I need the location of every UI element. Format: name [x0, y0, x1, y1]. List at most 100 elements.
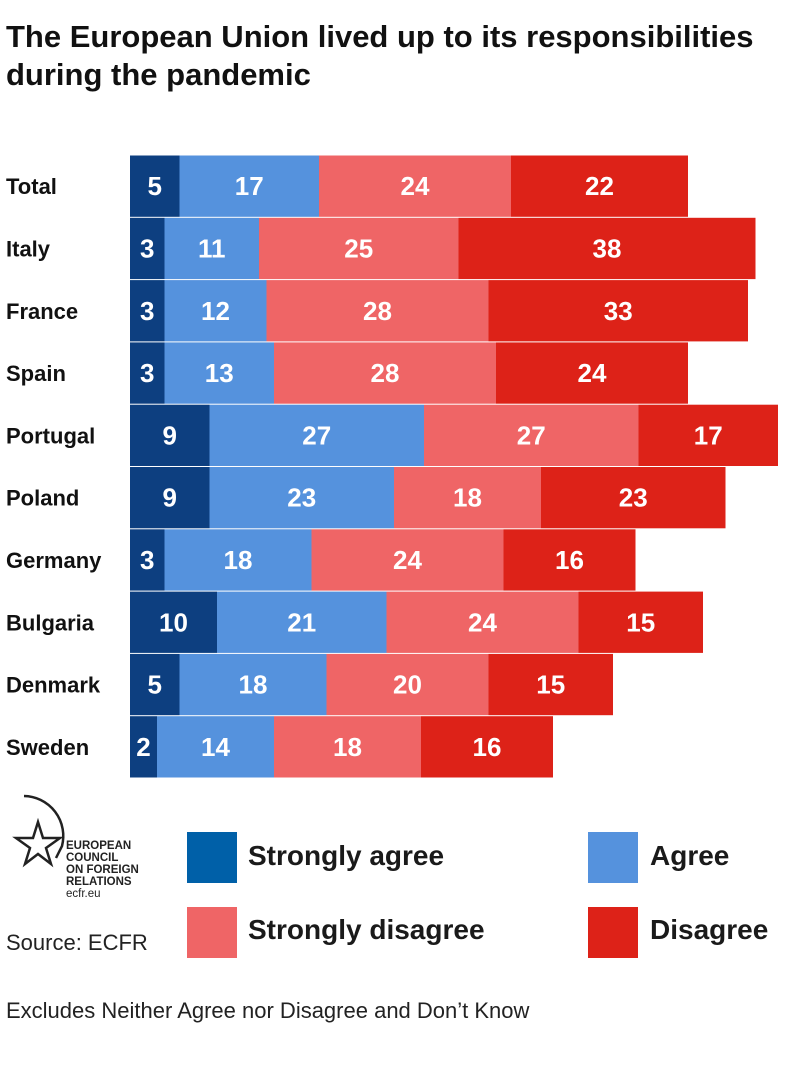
data-label: 18 [239, 670, 268, 700]
category-label: Bulgaria [6, 610, 95, 635]
category-label: Portugal [6, 423, 95, 448]
data-label: 38 [593, 233, 622, 263]
category-label: Poland [6, 486, 79, 511]
bar-strongly-agree [130, 467, 210, 529]
bar-strongly-disagree [311, 529, 504, 591]
category-label: Italy [6, 236, 51, 261]
bar-strongly-disagree [259, 217, 459, 280]
bar-agree [157, 716, 274, 778]
bar-disagree [496, 342, 688, 404]
bar-strongly-disagree [394, 467, 541, 529]
bar-disagree [488, 653, 613, 716]
data-label: 33 [604, 296, 633, 326]
data-label: 15 [536, 670, 565, 700]
data-label: 24 [468, 607, 497, 637]
data-label: 16 [555, 545, 584, 575]
bar-agree [209, 467, 394, 529]
data-label: 24 [401, 171, 430, 201]
bar-disagree [488, 280, 748, 342]
data-label: 9 [163, 483, 177, 513]
data-label: 25 [344, 233, 373, 263]
data-label: 2 [136, 732, 150, 762]
bar-disagree [541, 467, 726, 529]
category-label: Germany [6, 548, 102, 573]
bar-strongly-agree [130, 404, 210, 466]
bar-agree [164, 529, 312, 591]
data-label: 20 [393, 670, 422, 700]
data-label: 28 [363, 296, 392, 326]
data-label: 13 [205, 358, 234, 388]
bar-strongly-disagree [266, 280, 489, 342]
data-label: 12 [201, 296, 230, 326]
bar-strongly-disagree [319, 155, 511, 217]
bar-disagree [578, 591, 703, 653]
data-label: 27 [517, 420, 546, 450]
data-label: 11 [198, 233, 226, 263]
data-label: 3 [140, 545, 154, 575]
logo-line: ON FOREIGN [66, 864, 139, 876]
bar-strongly-agree [130, 529, 165, 591]
data-label: 15 [626, 607, 655, 637]
category-label: Sweden [6, 735, 89, 760]
bar-agree [164, 342, 274, 404]
bar-strongly-disagree [274, 342, 496, 404]
bar-disagree [503, 529, 636, 591]
bar-strongly-agree [130, 342, 165, 404]
data-label: 14 [201, 732, 230, 762]
bar-agree [164, 217, 259, 280]
bar-agree [179, 653, 327, 716]
bar-agree [217, 591, 387, 653]
data-label: 10 [159, 607, 188, 637]
data-label: 24 [393, 545, 422, 575]
legend-label-strongly-agree: Strongly agree [248, 840, 445, 871]
category-label: Spain [6, 361, 66, 386]
category-label: Total [6, 174, 57, 199]
chart-title: The European Union lived up to its respo… [6, 18, 786, 94]
data-label: 3 [140, 233, 154, 263]
bar-strongly-agree [130, 716, 157, 778]
data-label: 9 [163, 420, 177, 450]
bar-strongly-agree [130, 591, 217, 653]
bar-strongly-agree [130, 280, 165, 342]
data-label: 27 [302, 420, 331, 450]
data-label: 17 [235, 171, 264, 201]
legend-swatch-agree [588, 832, 638, 883]
bar-disagree [458, 217, 756, 280]
category-label: France [6, 299, 78, 324]
bar-strongly-disagree [424, 404, 639, 466]
data-label: 5 [148, 171, 162, 201]
data-label: 3 [140, 296, 154, 326]
bar-disagree [638, 404, 778, 466]
bar-strongly-disagree [274, 716, 421, 778]
footnote: Excludes Neither Agree nor Disagree and … [6, 998, 530, 1023]
bar-disagree [511, 155, 688, 217]
legend-swatch-strongly-agree [187, 832, 237, 883]
data-label: 23 [619, 483, 648, 513]
bar-strongly-agree [130, 155, 180, 217]
chart-title-line-1: The European Union lived up to its respo… [6, 19, 754, 54]
ecfr-logo-text: EUROPEAN COUNCIL ON FOREIGN RELATIONS ec… [66, 840, 139, 900]
data-label: 18 [224, 545, 253, 575]
bar-strongly-disagree [326, 653, 489, 716]
bar-strongly-agree [130, 217, 165, 280]
data-label: 3 [140, 358, 154, 388]
data-label: 16 [473, 732, 502, 762]
bar-strongly-agree [130, 653, 180, 716]
source-text: Source: ECFR [6, 930, 148, 955]
data-label: 24 [578, 358, 607, 388]
legend-label-strongly-disagree: Strongly disagree [248, 914, 485, 945]
logo-url: ecfr.eu [66, 888, 101, 900]
legend-label-agree: Agree [650, 840, 730, 871]
logo-line: COUNCIL [66, 852, 119, 864]
data-label: 5 [148, 670, 162, 700]
legend-swatch-disagree [588, 907, 638, 958]
logo-line: RELATIONS [66, 876, 132, 888]
data-label: 28 [371, 358, 400, 388]
bar-disagree [421, 716, 553, 778]
bar-strongly-disagree [386, 591, 579, 653]
data-label: 23 [287, 483, 316, 513]
category-label: Denmark [6, 673, 101, 698]
data-label: 17 [694, 420, 723, 450]
legend-swatch-strongly-disagree [187, 907, 237, 958]
